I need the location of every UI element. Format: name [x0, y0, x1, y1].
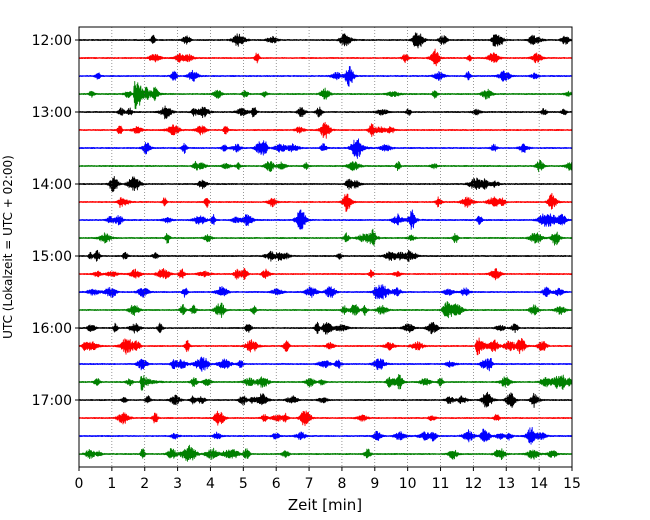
seismogram-trace — [78, 192, 573, 212]
x-axis-label: Zeit [min] — [288, 496, 362, 514]
y-tick-label: 16:00 — [32, 321, 72, 337]
x-tick-label: 11 — [432, 476, 450, 492]
seismogram-trace — [78, 105, 573, 120]
seismogram-trace — [78, 209, 573, 230]
seismogram-trace — [78, 32, 573, 49]
seismogram-trace — [78, 444, 573, 462]
x-tick-label: 5 — [239, 476, 248, 492]
x-tick-label: 12 — [464, 476, 482, 492]
x-tick-label: 15 — [563, 476, 581, 492]
y-tick-label: 14:00 — [32, 177, 72, 193]
seismogram-trace — [78, 321, 573, 335]
seismogram-trace — [78, 300, 573, 319]
x-tick-label: 7 — [305, 476, 314, 492]
x-tick-label: 9 — [370, 476, 379, 492]
grid-lines — [111, 27, 540, 467]
x-tick-label: 0 — [75, 476, 84, 492]
y-tick-label: 12:00 — [32, 33, 72, 49]
x-tick-label: 6 — [272, 476, 281, 492]
x-tick-label: 14 — [530, 476, 548, 492]
x-tick-label: 4 — [206, 476, 215, 492]
seismogram-trace — [78, 228, 573, 247]
seismogram-trace — [78, 249, 573, 263]
x-tick-label: 2 — [140, 476, 149, 492]
x-tick-label: 1 — [107, 476, 116, 492]
y-tick-label: 17:00 — [32, 393, 72, 409]
seismogram-trace — [78, 373, 573, 392]
seismogram-trace — [78, 267, 573, 281]
y-tick-label: 13:00 — [32, 105, 72, 121]
seismogram-trace — [78, 391, 573, 408]
x-tick-label: 3 — [173, 476, 182, 492]
seismogram-trace — [78, 284, 573, 300]
trace-group — [78, 32, 573, 462]
plot-frame — [78, 26, 573, 468]
seismogram-trace — [78, 159, 573, 173]
seismogram-trace — [78, 48, 573, 67]
y-axis-label: UTC (Lokalzeit = UTC + 02:00) — [1, 155, 15, 339]
x-tick-label: 10 — [399, 476, 417, 492]
seismogram-trace — [78, 121, 573, 139]
x-tick-label: 13 — [497, 476, 515, 492]
seismogram-trace — [78, 426, 573, 445]
x-axis: 0 1 2 3 4 5 6 7 8 9 10 11 12 13 14 15 — [75, 467, 581, 492]
x-tick-label: 8 — [337, 476, 346, 492]
seismogram-trace — [78, 410, 573, 427]
y-axis: 12:00 13:00 14:00 15:00 16:00 17:00 — [32, 33, 79, 409]
seismogram-trace — [78, 175, 573, 193]
seismogram-trace — [78, 356, 573, 372]
seismogram-trace — [78, 80, 573, 110]
seismogram-trace — [78, 337, 573, 356]
seismogram-trace — [78, 65, 573, 87]
seismogram-trace — [78, 138, 573, 159]
y-tick-label: 15:00 — [32, 249, 72, 265]
